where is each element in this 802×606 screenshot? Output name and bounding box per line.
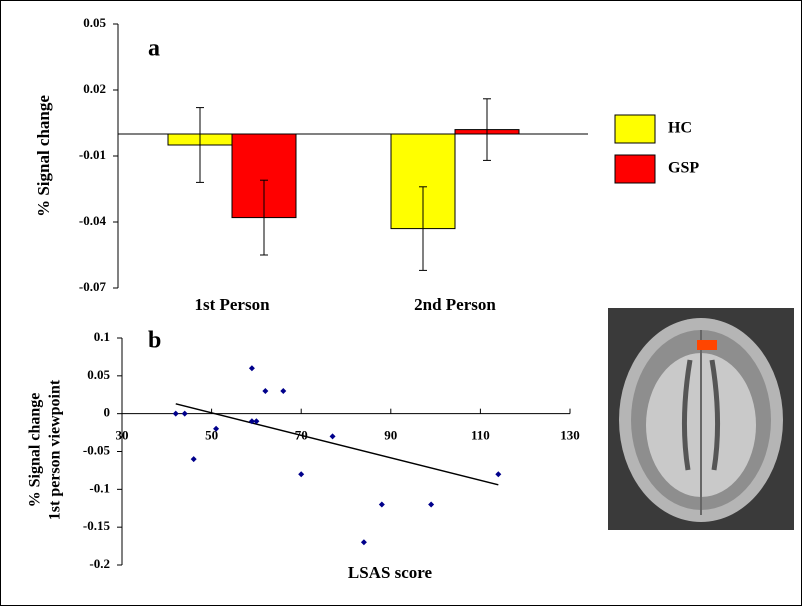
legend-swatch: [615, 155, 655, 183]
x-tick-label: 2nd Person: [414, 295, 496, 314]
y-tick-label: -0.01: [79, 147, 106, 162]
legend-swatch: [615, 115, 655, 143]
y-axis-label: % Signal change: [34, 95, 53, 217]
legend-label: HC: [668, 120, 692, 137]
panel-label: b: [148, 328, 161, 354]
x-tick-label: 30: [116, 428, 129, 443]
legend-label: GSP: [668, 160, 699, 177]
y-axis-label: % Signal change: [27, 393, 44, 508]
y-tick-label: 0: [104, 405, 111, 420]
y-tick-label: 0.1: [94, 329, 110, 344]
y-tick-label: -0.07: [79, 279, 107, 294]
x-tick-label: 110: [471, 428, 490, 443]
panel-label: a: [148, 36, 160, 62]
y-tick-label: -0.05: [83, 442, 111, 457]
y-tick-label: 0.05: [83, 15, 106, 30]
y-axis-label: 1st person viewpoint: [47, 379, 64, 520]
y-tick-label: -0.15: [83, 518, 111, 533]
y-tick-label: -0.1: [89, 480, 110, 495]
x-tick-label: 1st Person: [194, 295, 270, 314]
y-tick-label: 0.02: [83, 81, 106, 96]
x-axis-label: LSAS score: [348, 563, 433, 582]
y-tick-label: -0.2: [89, 556, 110, 571]
x-tick-label: 90: [384, 428, 397, 443]
x-tick-label: 130: [560, 428, 580, 443]
y-tick-label: -0.04: [79, 213, 107, 228]
y-tick-label: 0.05: [87, 367, 110, 382]
figure: 0.050.02-0.01-0.04-0.07a% Signal change1…: [0, 0, 802, 606]
brain-image: [608, 308, 794, 530]
